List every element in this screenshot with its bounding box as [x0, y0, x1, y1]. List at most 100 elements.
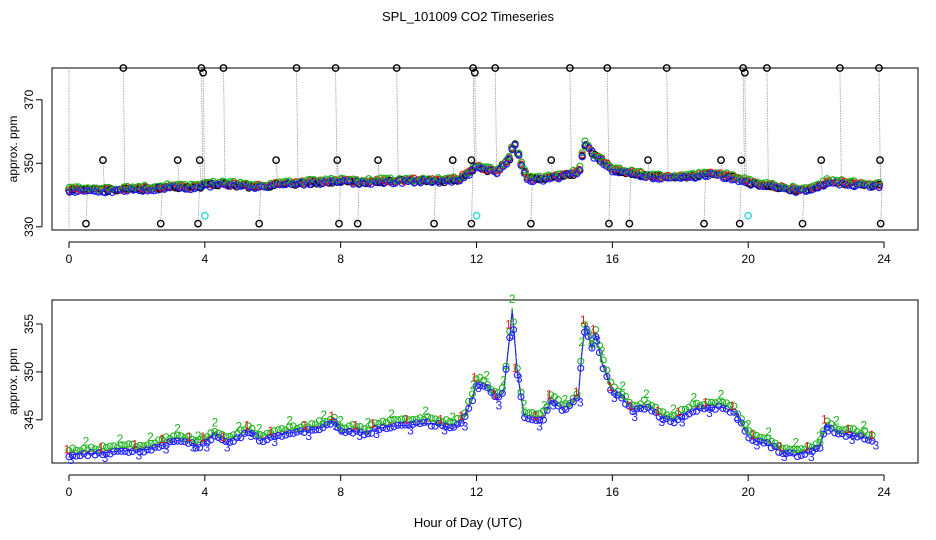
data-point-2: [368, 421, 376, 429]
series-marker-3: 3: [102, 451, 109, 465]
data-point-2: [162, 433, 170, 441]
series-marker-1: 1: [845, 422, 852, 436]
series-marker-1: 1: [301, 418, 308, 432]
x-tick-label: 16: [606, 252, 620, 266]
outlier-point: [331, 64, 340, 72]
series-marker-2: 2: [388, 407, 395, 421]
data-point-3: [741, 427, 749, 435]
data-point-2: [285, 423, 293, 431]
data-point-2: [820, 427, 828, 435]
outlier-point: [644, 156, 652, 165]
data-point-3: [569, 398, 577, 406]
drop-line: [628, 172, 632, 224]
series-marker-2: 2: [286, 414, 293, 428]
data-point-3: [502, 365, 510, 373]
data-point-3: [764, 439, 772, 447]
data-point-3: [524, 415, 533, 423]
series-marker-2: 2: [816, 429, 823, 443]
data-point-3: [341, 428, 349, 436]
series-marker-1: 1: [220, 430, 227, 444]
data-point-3: [588, 344, 596, 352]
data-point-3: [259, 438, 267, 446]
outlier-point: [798, 219, 807, 228]
drop-line: [666, 67, 669, 178]
data-point: [376, 174, 384, 182]
data-point-3: [610, 389, 618, 397]
data-point-3: [842, 432, 850, 440]
data-point-3: [315, 426, 323, 434]
series-marker-3: 3: [509, 328, 516, 342]
data-point-3: [390, 423, 398, 431]
series-marker-3: 3: [516, 372, 523, 386]
drop-line: [160, 188, 163, 224]
series-marker-3: 3: [441, 423, 448, 437]
plot-frame: [51, 299, 919, 464]
series-marker-1: 1: [777, 440, 784, 454]
series-marker-1: 1: [869, 428, 876, 442]
data-point: [486, 166, 494, 174]
data-point-3: [270, 433, 278, 441]
data-point-2: [584, 328, 592, 336]
data-point-3: [689, 408, 697, 416]
data-point-2: [233, 430, 241, 438]
data-point-3: [532, 416, 540, 424]
data-point-3: [203, 438, 211, 446]
calibration-point: [744, 211, 753, 220]
data-point-3: [636, 404, 645, 412]
data-point-2: [715, 398, 723, 406]
data-point-3: [196, 444, 204, 452]
data-point-2: [181, 434, 189, 442]
series-marker-1: 1: [458, 409, 465, 423]
series-marker-2: 2: [541, 398, 548, 412]
series-marker-1: 1: [132, 438, 139, 452]
data-point-3: [102, 450, 110, 458]
data-point-3: [293, 428, 301, 436]
data-point-2: [569, 394, 577, 402]
data-point-2: [693, 399, 701, 407]
data-point-3: [353, 427, 361, 435]
data-point-3: [132, 446, 140, 454]
data-point-3: [386, 424, 394, 432]
data-point: [773, 184, 782, 192]
series-marker-2: 2: [619, 379, 626, 393]
outlier-point: [195, 156, 204, 165]
data-point-3: [199, 439, 208, 447]
series-marker-3: 3: [754, 439, 761, 453]
outlier-point: [374, 156, 382, 165]
data-point-3: [868, 437, 876, 445]
series-marker-2: 2: [212, 416, 219, 430]
series-marker-3: 3: [733, 410, 740, 424]
data-point-2: [334, 420, 342, 429]
data-point-3: [117, 447, 125, 455]
data-point-2: [678, 405, 686, 414]
x-tick-label: 0: [66, 252, 73, 266]
series-marker-1: 1: [627, 399, 634, 413]
y-tick-label: 330: [22, 216, 36, 236]
series-marker-2: 2: [670, 402, 677, 416]
data-point-2: [435, 417, 443, 425]
data-point-2: [214, 429, 222, 437]
data-point-3: [184, 439, 193, 447]
data-point-3: [554, 402, 562, 410]
data-point-3: [110, 448, 118, 456]
outlier-point: [353, 219, 362, 228]
data-point-3: [192, 444, 200, 452]
data-point-2: [278, 425, 286, 433]
x-tick-label: 20: [742, 252, 756, 266]
data-point-3: [349, 429, 357, 437]
data-point-2: [80, 444, 88, 453]
data-point-3: [442, 422, 450, 431]
data-point-2: [330, 413, 338, 421]
series-marker-1: 1: [532, 409, 539, 423]
data-point-3: [289, 429, 297, 437]
outlier-point: [467, 219, 476, 228]
data-point-2: [338, 424, 346, 432]
series-marker-2: 2: [521, 397, 528, 411]
outlier-point: [156, 219, 165, 228]
data-point-3: [584, 332, 592, 341]
series-marker-3: 3: [659, 415, 666, 429]
series-marker-1: 1: [580, 313, 587, 327]
x-tick-label: 4: [201, 485, 208, 499]
series-marker-2: 2: [117, 432, 124, 446]
